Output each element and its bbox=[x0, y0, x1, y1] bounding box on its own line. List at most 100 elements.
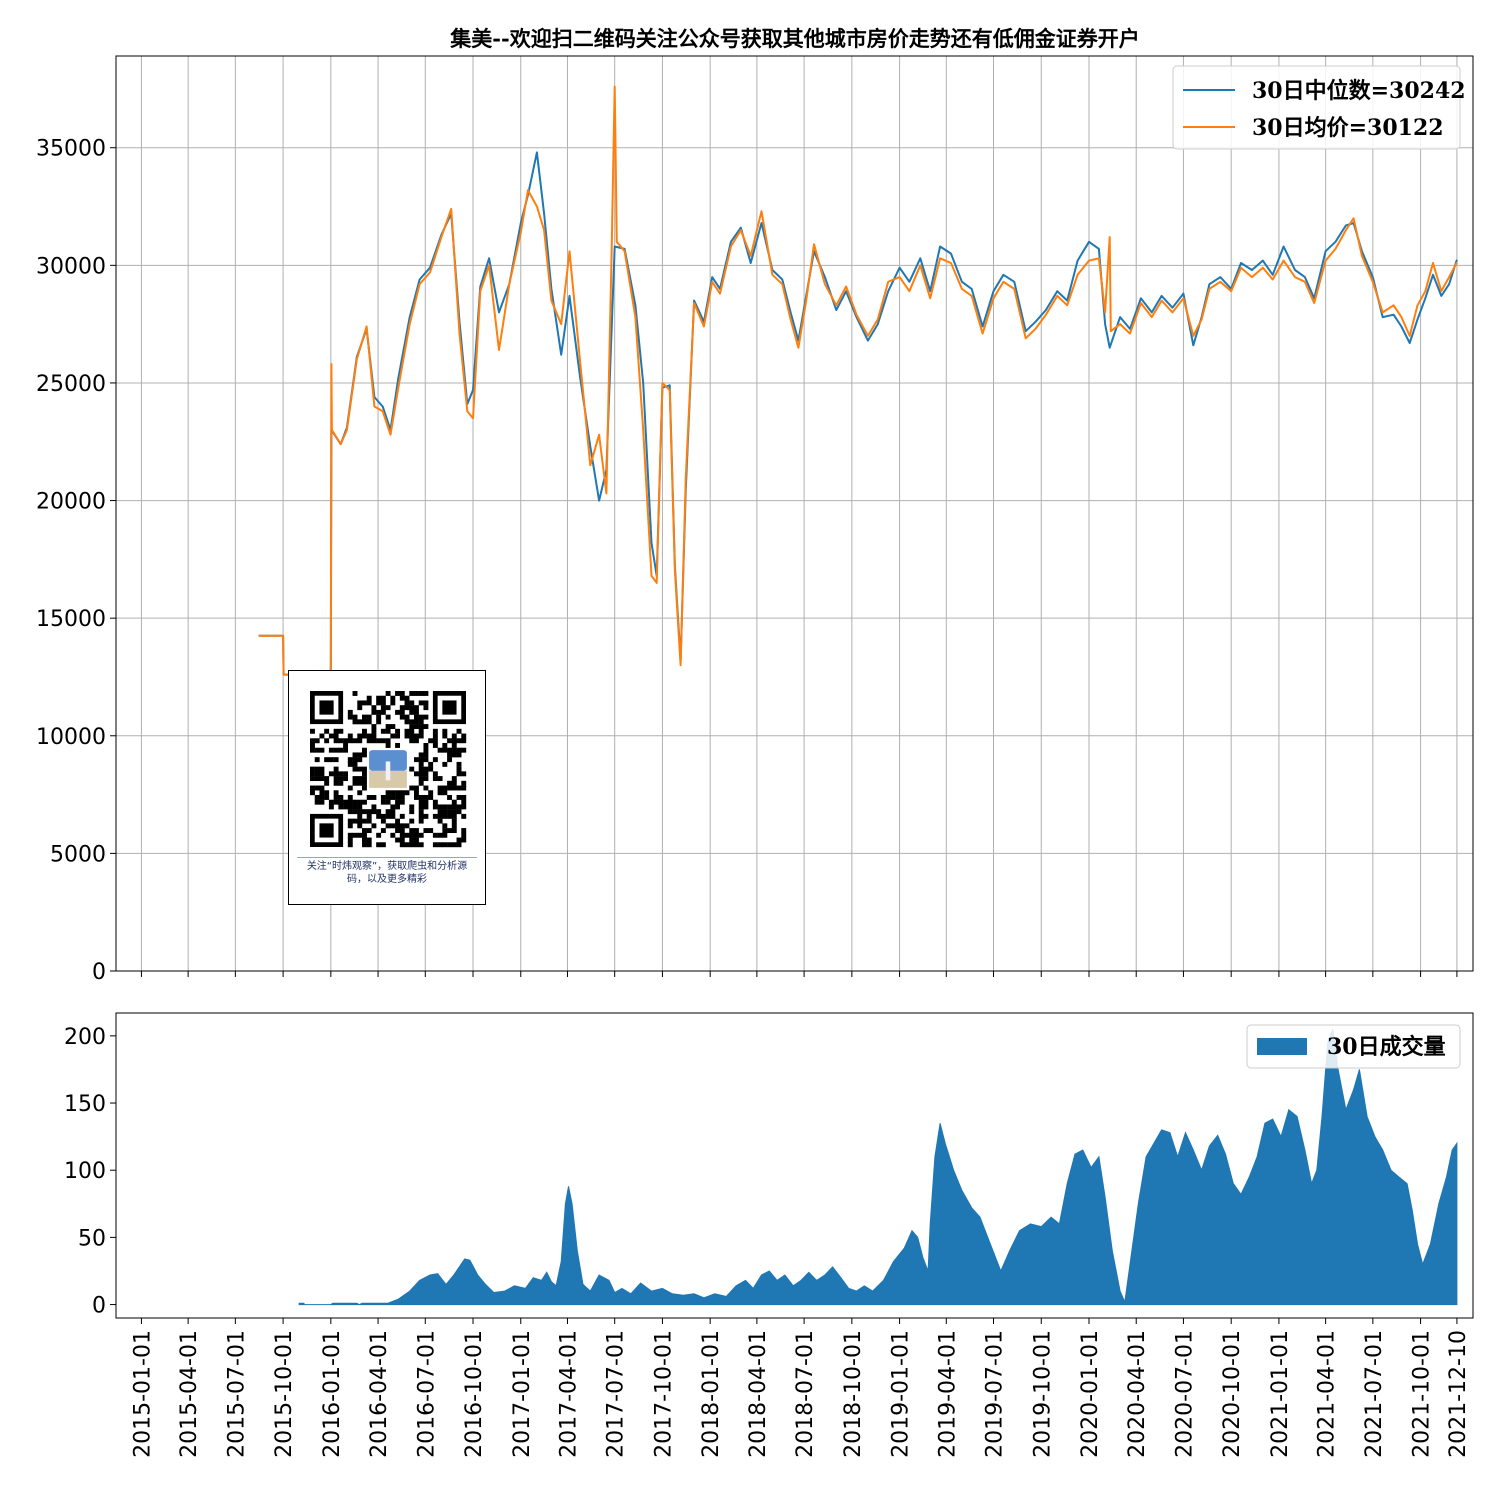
qr-module bbox=[319, 766, 325, 772]
qr-module bbox=[319, 795, 325, 800]
qr-module bbox=[324, 757, 330, 763]
qr-module bbox=[395, 818, 401, 824]
x-tick-label: 2015-07-01 bbox=[224, 1330, 249, 1458]
y-tick-label: 30000 bbox=[36, 254, 106, 279]
qr-module bbox=[461, 804, 467, 810]
qr-module bbox=[390, 790, 396, 796]
qr-module bbox=[347, 785, 353, 791]
qr-module bbox=[409, 705, 415, 711]
qr-module bbox=[418, 809, 424, 815]
qr-module bbox=[432, 738, 438, 744]
qr-module bbox=[432, 728, 438, 734]
legend: 30日中位数=30242 30日均价=30122 bbox=[1172, 65, 1466, 150]
qr-module bbox=[380, 799, 386, 805]
qr-module bbox=[343, 799, 349, 805]
qr-module bbox=[385, 809, 391, 815]
qr-module bbox=[390, 733, 396, 739]
qr-module bbox=[328, 733, 334, 739]
qr-module bbox=[456, 747, 462, 753]
qr-module bbox=[447, 738, 453, 744]
qr-module bbox=[447, 842, 453, 848]
legend-box bbox=[1246, 1024, 1461, 1069]
qr-module bbox=[357, 809, 363, 815]
qr-module bbox=[432, 813, 438, 819]
qr-module bbox=[442, 733, 448, 739]
qr-module bbox=[362, 785, 367, 791]
qr-module bbox=[366, 818, 372, 824]
x-tick-label: 2017-01-01 bbox=[510, 1330, 535, 1458]
volume-plot: 0 50 100 150 200 2015-01-01 2015-04-01 2015-07-… bbox=[64, 1012, 1474, 1458]
qr-module bbox=[314, 766, 320, 772]
qr-module bbox=[442, 790, 448, 796]
qr-module bbox=[357, 823, 363, 829]
qr-module bbox=[456, 728, 462, 734]
qr-module bbox=[418, 804, 424, 810]
qr-module bbox=[437, 809, 443, 815]
qr-module bbox=[319, 776, 325, 782]
qr-module bbox=[380, 738, 386, 744]
qr-module bbox=[362, 837, 367, 843]
qr-module bbox=[352, 832, 358, 838]
y-tick-label: 20000 bbox=[36, 490, 106, 515]
qr-module bbox=[376, 709, 382, 715]
qr-module bbox=[437, 813, 443, 819]
qr-module bbox=[418, 757, 424, 763]
qr-module bbox=[366, 719, 372, 725]
qr-module bbox=[414, 790, 419, 796]
qr-module bbox=[404, 790, 410, 796]
qr-module bbox=[338, 747, 344, 753]
qr-module bbox=[362, 818, 367, 824]
qr-module bbox=[324, 728, 330, 734]
price-line-0 bbox=[258, 151, 1458, 683]
qr-module bbox=[451, 823, 457, 829]
qr-module bbox=[399, 795, 405, 800]
qr-module bbox=[423, 700, 429, 706]
qr-module bbox=[371, 823, 377, 829]
qr-module bbox=[395, 728, 401, 734]
qr-module bbox=[357, 818, 363, 824]
qr-module bbox=[385, 743, 391, 748]
legend: 30日成交量 bbox=[1246, 1024, 1461, 1069]
qr-module bbox=[423, 828, 429, 834]
qr-module bbox=[376, 809, 382, 815]
qr-module bbox=[461, 799, 467, 805]
qr-module bbox=[333, 799, 339, 805]
qr-module bbox=[352, 776, 358, 782]
qr-module bbox=[395, 804, 401, 810]
x-tick-label: 2020-10-01 bbox=[1220, 1330, 1245, 1458]
qr-module bbox=[371, 795, 377, 800]
qr-module bbox=[461, 837, 467, 843]
qr-module bbox=[362, 728, 367, 734]
qr-module bbox=[442, 823, 448, 829]
qr-module bbox=[451, 809, 457, 815]
qr-module bbox=[409, 709, 415, 715]
qr-module bbox=[442, 809, 448, 815]
qr-module bbox=[461, 738, 467, 744]
qr-module bbox=[461, 733, 467, 739]
qr-module bbox=[333, 795, 339, 800]
qr-module bbox=[362, 771, 367, 777]
qr-module bbox=[456, 795, 462, 800]
qr-module bbox=[432, 799, 438, 805]
qr-code-panel: 关注“时炜观察”，获取爬虫和分析源码，以及更多精彩 bbox=[288, 670, 486, 905]
qr-module bbox=[456, 761, 462, 767]
qr-module bbox=[414, 719, 419, 725]
qr-module bbox=[451, 733, 457, 739]
qr-module bbox=[418, 752, 424, 758]
qr-module bbox=[310, 728, 315, 734]
x-tick-label: 2020-04-01 bbox=[1125, 1330, 1150, 1458]
qr-module bbox=[352, 752, 358, 758]
qr-module bbox=[418, 776, 424, 782]
qr-module bbox=[390, 695, 396, 701]
qr-module bbox=[385, 728, 391, 734]
qr-module bbox=[409, 728, 415, 734]
x-tick-label: 2016-01-01 bbox=[320, 1330, 345, 1458]
qr-module bbox=[380, 842, 386, 848]
qr-module bbox=[418, 832, 424, 838]
qr-module bbox=[423, 804, 429, 810]
qr-module bbox=[409, 818, 415, 824]
qr-module bbox=[362, 714, 367, 720]
qr-module bbox=[399, 813, 405, 819]
qr-module bbox=[418, 799, 424, 805]
